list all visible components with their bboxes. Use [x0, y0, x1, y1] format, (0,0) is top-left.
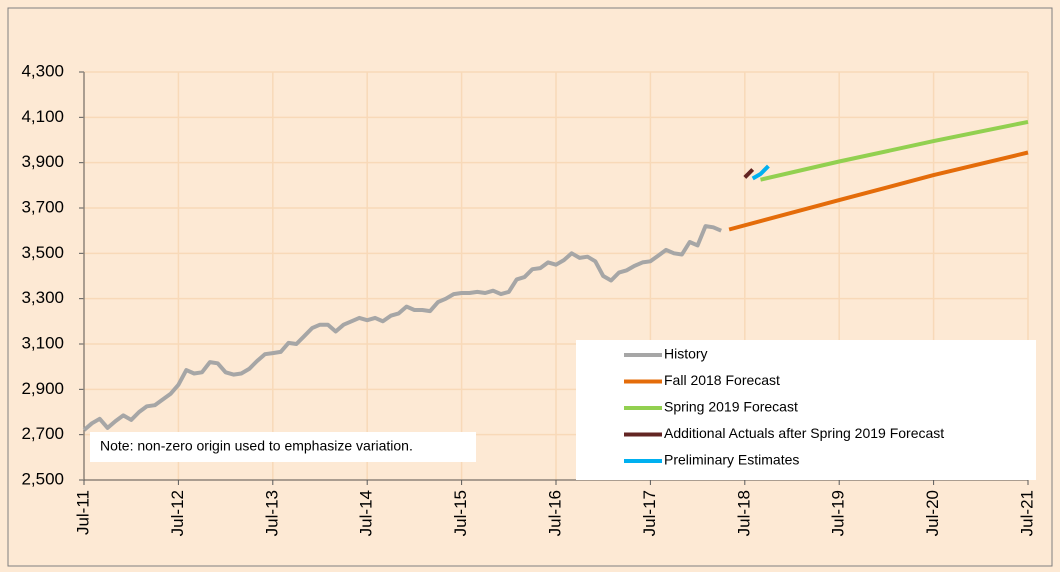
y-tick-label: 3,500 — [21, 243, 64, 262]
x-tick-label: Jul-19 — [829, 490, 848, 536]
series-line — [751, 164, 770, 181]
legend-label: Preliminary Estimates — [664, 452, 799, 468]
legend-label: Spring 2019 Forecast — [664, 399, 798, 415]
y-tick-label: 2,500 — [21, 469, 64, 488]
y-tick-label: 3,300 — [21, 288, 64, 307]
note: Note: non-zero origin used to emphasize … — [100, 438, 413, 454]
x-tick-label: Jul-21 — [1017, 490, 1036, 536]
series-line — [743, 168, 755, 179]
y-tick-label: 3,900 — [21, 152, 64, 171]
y-tick-label: 2,900 — [21, 379, 64, 398]
y-tick-label: 3,700 — [21, 197, 64, 216]
series-line — [760, 119, 1029, 182]
x-tick-label: Jul-17 — [640, 490, 659, 536]
x-tick-label: Jul-11 — [73, 490, 92, 535]
y-tick-label: 3,100 — [21, 333, 64, 352]
legend-label: Additional Actuals after Spring 2019 For… — [664, 425, 944, 441]
x-tick-label: Jul-16 — [545, 490, 564, 536]
x-tick-label: Jul-12 — [168, 490, 187, 536]
series-line — [728, 150, 1029, 232]
y-tick-label: 4,300 — [21, 61, 64, 80]
series-line — [82, 224, 722, 432]
legend-label: Fall 2018 Forecast — [664, 372, 780, 388]
legend-label: History — [664, 346, 708, 362]
y-tick-label: 4,100 — [21, 107, 64, 126]
y-tick-label: 2,700 — [21, 424, 64, 443]
chart-frame — [7, 7, 1053, 567]
x-tick-label: Jul-15 — [451, 490, 470, 536]
x-tick-label: Jul-14 — [357, 490, 376, 536]
x-tick-label: Jul-18 — [734, 490, 753, 536]
x-tick-label: Jul-13 — [262, 490, 281, 536]
x-tick-label: Jul-20 — [923, 490, 942, 536]
note-box — [90, 432, 476, 462]
